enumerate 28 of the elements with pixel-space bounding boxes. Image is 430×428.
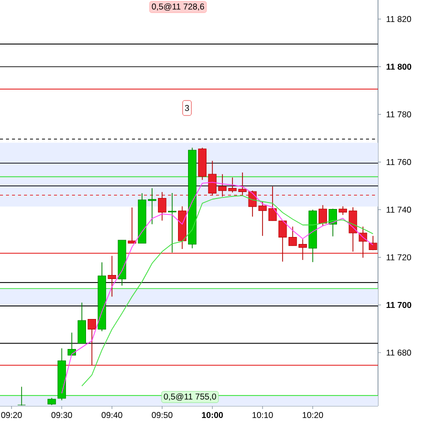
candlestick (168, 192, 176, 253)
candlestick (78, 302, 86, 344)
x-tick-label: 10:20 (302, 412, 324, 418)
y-tick-label: 11 780 (386, 111, 412, 118)
y-tick-label: 11 820 (386, 16, 412, 22)
y-tick-label: 11 680 (386, 350, 412, 356)
x-tick-label: 09:40 (102, 412, 122, 418)
y-tick-label: 11 800 (386, 64, 412, 70)
y-tick-label: 11 760 (386, 159, 412, 166)
x-tick-label: 09:30 (51, 412, 72, 418)
y-tick-label: 11 740 (386, 206, 412, 213)
annotation: 3 (184, 104, 189, 111)
annotation: 0,5@11 755,0 (164, 393, 216, 401)
x-tick-label: 09:20 (1, 412, 22, 418)
y-tick-label: 11 700 (386, 302, 412, 308)
candlestick (368, 235, 378, 251)
candlestick (128, 207, 136, 244)
x-tick-label: 09:50 (152, 412, 172, 418)
annotation: 0,5@11 728,6 (152, 3, 204, 11)
candlestick (88, 318, 96, 366)
candlestick (318, 204, 327, 226)
candlestick (158, 192, 166, 222)
y-tick-label: 11 720 (386, 254, 412, 260)
candlestick (108, 255, 116, 298)
candlestick (358, 226, 368, 258)
x-tick-label: 10:00 (202, 412, 223, 418)
candlestick (17, 386, 26, 406)
x-tick-label: 10:10 (252, 412, 273, 418)
